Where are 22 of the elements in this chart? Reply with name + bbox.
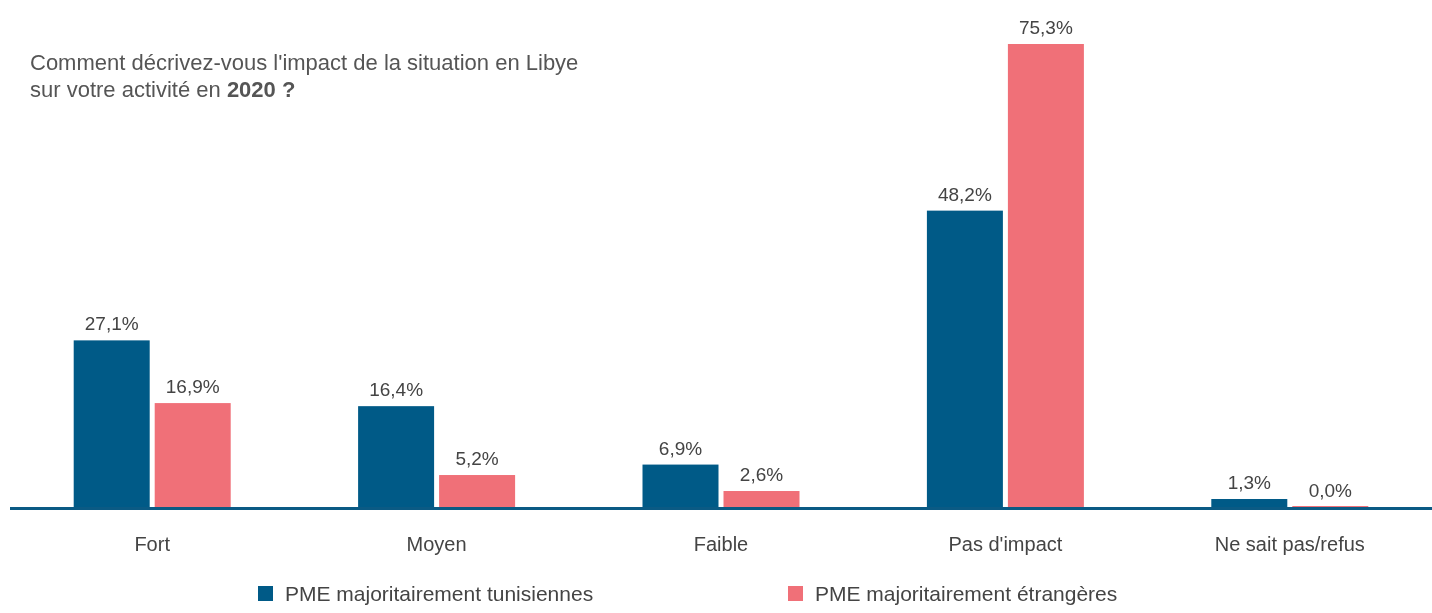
data-label: 75,3%	[1018, 17, 1073, 38]
data-label: 6,9%	[658, 437, 703, 459]
data-label: 5,2%	[455, 448, 499, 470]
data-label: 16,9%	[165, 376, 220, 398]
x-tick-label: Moyen	[406, 533, 467, 555]
x-tick-label: Fort	[134, 533, 171, 555]
legend-label: PME majoritairement tunisiennes	[285, 582, 594, 605]
text: Comment décrivez-vous l'impact de la situation en Libye sur votre activité en 2020 ?	[30, 50, 579, 102]
x-tick-label: Ne sait pas/refus	[1214, 533, 1365, 555]
data-label: 2,6%	[739, 464, 784, 486]
data-label: 1,3%	[1227, 472, 1272, 494]
x-tick-label: Faible	[693, 533, 749, 555]
legend-label: PME majoritairement étrangères	[815, 582, 1118, 605]
bar	[439, 475, 516, 507]
data-label: 48,2%	[937, 183, 992, 205]
x-tick-label: Pas d'impact	[948, 533, 1063, 555]
bar	[723, 491, 800, 507]
data-label: 16,4%	[369, 379, 424, 401]
data-label: 27,1%	[84, 313, 139, 335]
bar	[1007, 44, 1084, 507]
data-label: 0,0%	[1308, 480, 1353, 501]
bar	[154, 403, 231, 507]
